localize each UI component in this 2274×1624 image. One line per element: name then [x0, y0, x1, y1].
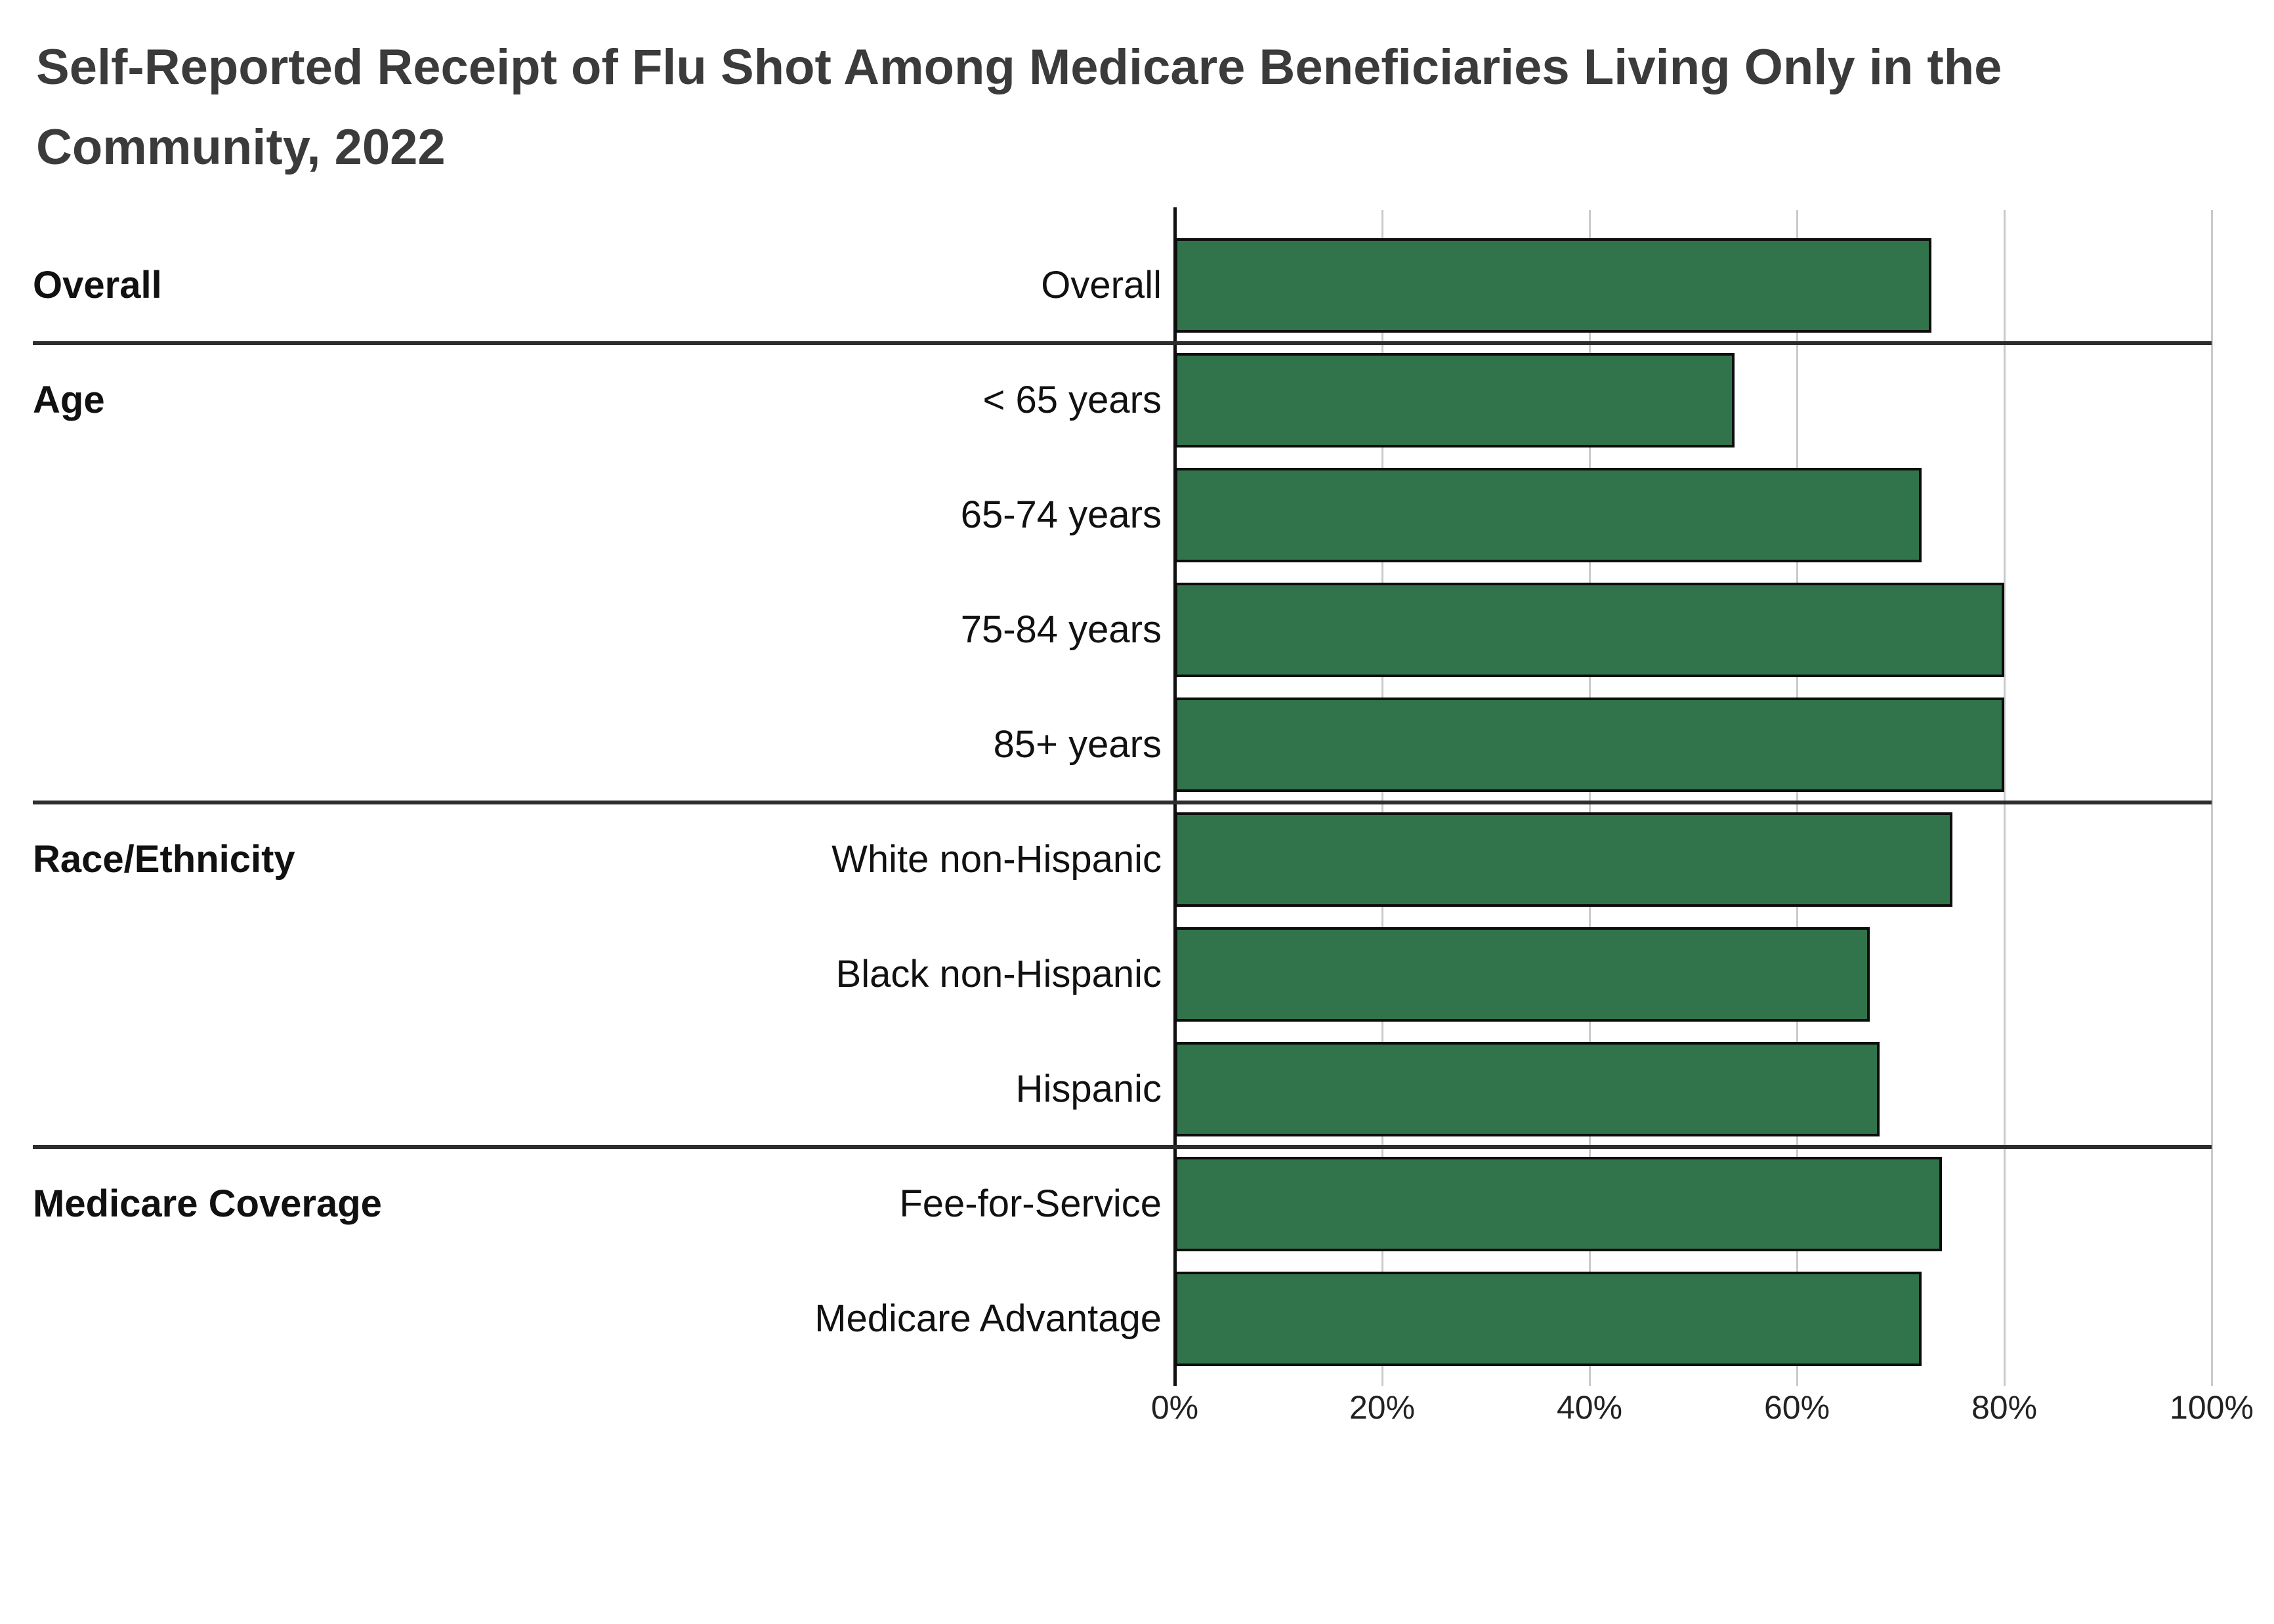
bar-85-years — [1175, 697, 2004, 792]
row-label-65-74-years: 65-74 years — [960, 493, 1162, 536]
row-label-hispanic: Hispanic — [1015, 1068, 1162, 1110]
gridline-60 — [1796, 210, 1798, 1386]
group-separator-3 — [33, 1145, 2212, 1149]
x-tick-60: 60% — [1763, 1389, 1830, 1426]
group-label-race-ethnicity: Race/Ethnicity — [33, 838, 295, 881]
x-tick-100: 100% — [2170, 1389, 2254, 1426]
bar-hispanic — [1175, 1042, 1880, 1136]
x-tick-0: 0% — [1150, 1389, 1199, 1426]
row-label-65-years: < 65 years — [982, 379, 1162, 421]
bar-fee-for-service — [1175, 1157, 1942, 1251]
row-label-fee-for-service: Fee-for-Service — [899, 1182, 1162, 1225]
x-tick-20: 20% — [1349, 1389, 1416, 1426]
group-separator-1 — [33, 341, 2212, 345]
row-label-75-84-years: 75-84 years — [960, 608, 1162, 651]
group-label-age: Age — [33, 379, 105, 421]
gridline-20 — [1381, 210, 1383, 1386]
bar-overall — [1175, 238, 1931, 333]
bar-65-74-years — [1175, 468, 1922, 562]
gridline-80 — [2004, 210, 2006, 1386]
bar-75-84-years — [1175, 583, 2004, 677]
bar-medicare-advantage — [1175, 1272, 1922, 1366]
bar-black-non-hispanic — [1175, 927, 1870, 1022]
row-label-medicare-advantage: Medicare Advantage — [814, 1297, 1162, 1340]
x-tick-40: 40% — [1556, 1389, 1623, 1426]
x-tick-80: 80% — [1971, 1389, 2038, 1426]
bar-65-years — [1175, 353, 1735, 448]
row-label-black-non-hispanic: Black non-Hispanic — [835, 953, 1162, 995]
row-label-overall: Overall — [1041, 264, 1162, 306]
gridline-100 — [2211, 210, 2213, 1386]
y-axis-line — [1173, 207, 1177, 1386]
row-label-white-non-hispanic: White non-Hispanic — [832, 838, 1162, 881]
chart-title: Self-Reported Receipt of Flu Shot Among … — [36, 39, 2002, 175]
gridline-40 — [1589, 210, 1591, 1386]
bar-white-non-hispanic — [1175, 812, 1952, 907]
group-separator-2 — [33, 801, 2212, 804]
group-label-medicare-coverage: Medicare Coverage — [33, 1182, 382, 1225]
row-label-85-years: 85+ years — [993, 723, 1162, 766]
group-label-overall: Overall — [33, 264, 162, 306]
